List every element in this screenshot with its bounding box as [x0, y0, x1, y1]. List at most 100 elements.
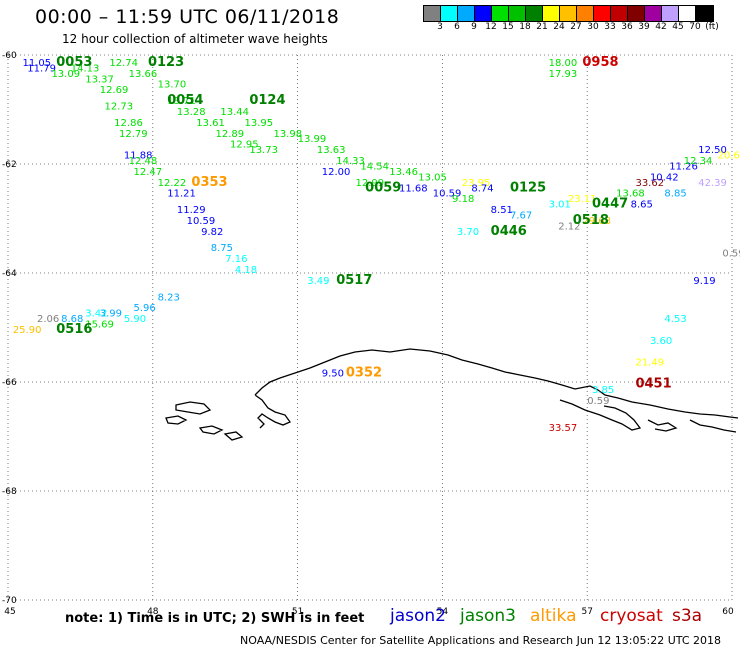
wave-height-value: 18.00	[549, 58, 578, 69]
wave-height-value: 13.28	[177, 107, 206, 118]
pass-time-labels: 0053 0123 0054 0124 0353 0059 0125 0446 05180447…	[56, 55, 671, 392]
x-tick-label: 45	[4, 607, 15, 617]
wave-height-value: 2.12	[558, 221, 580, 232]
legend-label: 33	[604, 22, 616, 32]
grid-lines	[7, 54, 733, 601]
chart-subtitle: 12 hour collection of altimeter wave hei…	[62, 32, 328, 46]
wave-height-value: 3.99	[100, 309, 122, 320]
pass-time-label: 0353	[191, 175, 227, 190]
wave-height-value: 23.95	[462, 178, 491, 189]
legend-swatch	[594, 6, 611, 21]
wave-height-value: 11.29	[177, 205, 206, 216]
satellite-altika: altika	[530, 606, 577, 626]
wave-height-value: 13.95	[245, 118, 274, 129]
legend-swatch	[458, 6, 475, 21]
wave-height-value: 14.13	[71, 63, 100, 74]
pass-time-label: 0518	[573, 213, 609, 228]
wave-height-value: 8.85	[664, 189, 686, 200]
legend-swatch	[628, 6, 645, 21]
legend-label: 27	[570, 22, 582, 32]
pass-time-label: 0958	[582, 55, 618, 70]
legend-swatch	[441, 6, 458, 21]
legend-label: (ft)	[705, 22, 719, 32]
legend-label: 15	[502, 22, 514, 32]
legend-label: 18	[519, 22, 531, 32]
wave-height-value: 12.22	[158, 178, 187, 189]
wave-height-value: 12.74	[109, 58, 138, 69]
wave-height-value: 20.60	[718, 151, 740, 162]
wave-height-value: 11.05	[22, 58, 51, 69]
legend-swatch	[611, 6, 628, 21]
legend-label: 30	[587, 22, 599, 32]
legend-swatch	[679, 6, 696, 21]
wave-height-value: 12.69	[100, 85, 129, 96]
wave-height-value: 3.49	[307, 276, 329, 287]
wave-height-value: 3.42	[85, 309, 107, 320]
legend-swatch	[509, 6, 526, 21]
pass-time-label: 0059	[365, 180, 401, 195]
y-tick-label: -66	[2, 378, 17, 388]
pass-time-label: 0516	[56, 322, 92, 337]
wave-height-value: 12.86	[114, 118, 143, 129]
wave-height-value: 13.73	[249, 145, 278, 156]
legend-swatch	[424, 6, 441, 21]
legend-swatch	[577, 6, 594, 21]
wave-height-value: 11.88	[124, 151, 153, 162]
wave-height-value: 4.18	[235, 265, 257, 276]
legend-swatch	[662, 6, 679, 21]
wave-height-value: 9.19	[693, 276, 715, 287]
pass-time-label: 0125	[510, 180, 546, 195]
y-tick-label: -64	[2, 269, 17, 279]
wave-height-value: 14.33	[336, 156, 365, 167]
wave-height-value: 14.54	[360, 161, 389, 172]
wave-height-value: 9.18	[452, 194, 474, 205]
wave-height-value: 42.39	[698, 178, 727, 189]
wave-height-value: 10.42	[650, 172, 679, 183]
wave-height-value: 15.69	[85, 320, 114, 331]
wave-height-value: 0.59	[587, 396, 609, 407]
pass-time-label: 0447	[592, 197, 628, 212]
legend-label: 21	[536, 22, 548, 32]
wave-height-value: 12.73	[105, 102, 134, 113]
wave-height-value: 10.59	[433, 189, 462, 200]
wave-height-value: 25.90	[13, 325, 42, 336]
wave-height-value: 12.95	[230, 140, 259, 151]
legend-label: 70	[689, 22, 701, 32]
x-tick-label: 54	[437, 607, 449, 617]
wave-height-value: 21.49	[635, 358, 664, 369]
x-tick-label: 48	[147, 607, 159, 617]
axis-tick-labels: 45 48 51 54 57 60 -60 -62 -64 -66 -68 -70	[2, 51, 734, 617]
wave-height-value: 12.89	[216, 129, 245, 140]
wave-height-value: 9.82	[201, 227, 223, 238]
wave-height-value: 33.62	[635, 178, 664, 189]
legend-label: 12	[485, 22, 497, 32]
wave-height-value: 8.23	[158, 292, 180, 303]
wave-height-value: 13.63	[317, 145, 346, 156]
chart-title: 00:00 – 11:59 UTC 06/11/2018	[35, 6, 340, 28]
wave-height-value: 13.98	[273, 129, 302, 140]
legend-swatch	[492, 6, 509, 21]
wave-height-value: 8.68	[61, 314, 83, 325]
legend-label: 36	[621, 22, 633, 32]
legend-label: 39	[638, 22, 650, 32]
wave-height-value: 12.47	[133, 167, 162, 178]
wave-height-value: 9.50	[322, 369, 344, 380]
wave-height-value: 13.66	[129, 69, 158, 80]
wave-height-value: 8.74	[471, 183, 493, 194]
color-scale-legend	[423, 5, 714, 22]
satellite-cryosat: cryosat	[600, 606, 663, 626]
wave-height-value: 5.90	[124, 314, 146, 325]
wave-height-value: 12.00	[322, 167, 351, 178]
legend-label: 42	[655, 22, 667, 32]
wave-height-value: 13.37	[85, 74, 114, 85]
wave-height-value: 10.59	[187, 216, 216, 227]
antarctic-peninsula-coastline	[165, 348, 739, 441]
pass-time-label: 0053	[56, 55, 92, 70]
wave-height-value: 13.99	[298, 134, 327, 145]
satellite-jason3: jason3	[460, 606, 516, 626]
pass-time-label: 0451	[635, 376, 671, 391]
wave-height-value: 13.71	[167, 96, 196, 107]
wave-height-value: 12.48	[129, 156, 158, 167]
wave-height-value: 23.11	[568, 194, 597, 205]
y-tick-label: -68	[2, 487, 17, 497]
